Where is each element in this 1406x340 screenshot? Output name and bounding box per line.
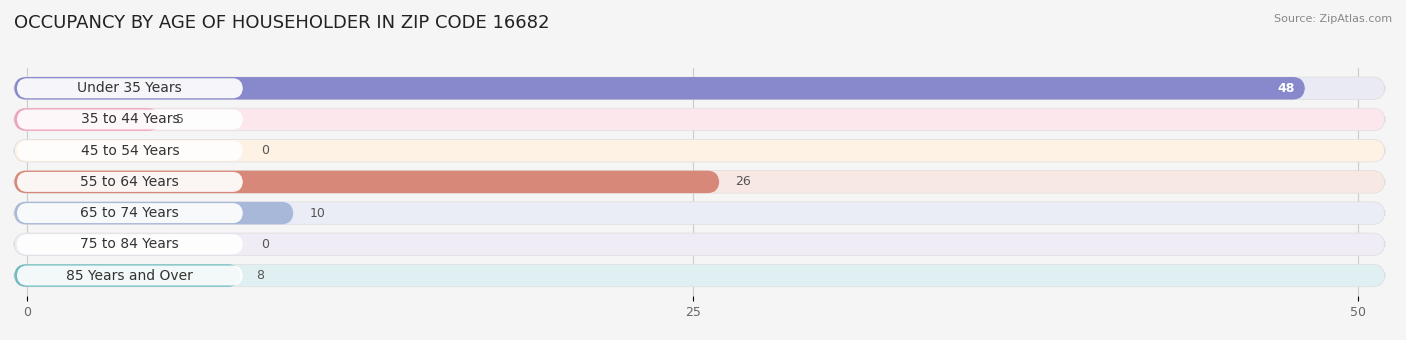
FancyBboxPatch shape	[14, 171, 720, 193]
FancyBboxPatch shape	[17, 141, 243, 161]
FancyBboxPatch shape	[17, 78, 243, 98]
FancyBboxPatch shape	[17, 172, 243, 192]
FancyBboxPatch shape	[14, 171, 1385, 193]
FancyBboxPatch shape	[14, 108, 160, 131]
Text: 26: 26	[735, 175, 751, 188]
Text: OCCUPANCY BY AGE OF HOUSEHOLDER IN ZIP CODE 16682: OCCUPANCY BY AGE OF HOUSEHOLDER IN ZIP C…	[14, 14, 550, 32]
Text: 48: 48	[1277, 82, 1295, 95]
FancyBboxPatch shape	[17, 203, 243, 223]
Text: Under 35 Years: Under 35 Years	[77, 81, 183, 95]
Text: 5: 5	[176, 113, 184, 126]
FancyBboxPatch shape	[14, 139, 1385, 162]
Text: 45 to 54 Years: 45 to 54 Years	[80, 144, 179, 158]
FancyBboxPatch shape	[14, 202, 294, 224]
FancyBboxPatch shape	[17, 234, 243, 254]
FancyBboxPatch shape	[14, 77, 1305, 100]
Text: 75 to 84 Years: 75 to 84 Years	[80, 237, 179, 251]
FancyBboxPatch shape	[14, 77, 1385, 100]
Text: 8: 8	[256, 269, 264, 282]
Text: Source: ZipAtlas.com: Source: ZipAtlas.com	[1274, 14, 1392, 23]
FancyBboxPatch shape	[17, 109, 243, 130]
FancyBboxPatch shape	[14, 202, 1385, 224]
FancyBboxPatch shape	[14, 264, 240, 287]
Text: 55 to 64 Years: 55 to 64 Years	[80, 175, 179, 189]
Text: 10: 10	[309, 207, 325, 220]
Text: 65 to 74 Years: 65 to 74 Years	[80, 206, 179, 220]
Text: 85 Years and Over: 85 Years and Over	[66, 269, 193, 283]
FancyBboxPatch shape	[14, 108, 1385, 131]
FancyBboxPatch shape	[14, 233, 1385, 256]
FancyBboxPatch shape	[14, 264, 1385, 287]
Text: 0: 0	[262, 238, 270, 251]
FancyBboxPatch shape	[17, 266, 243, 286]
Text: 0: 0	[262, 144, 270, 157]
Text: 35 to 44 Years: 35 to 44 Years	[80, 113, 179, 126]
